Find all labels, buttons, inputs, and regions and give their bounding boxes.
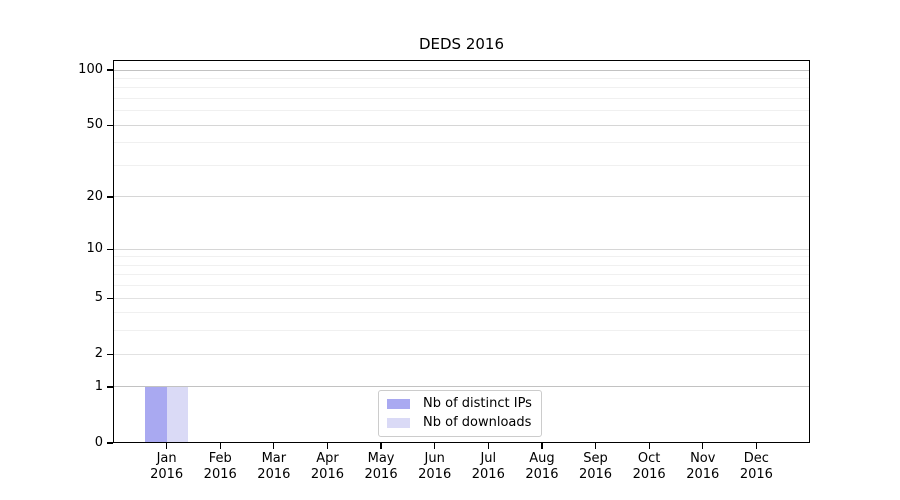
gridline-minor — [113, 164, 810, 166]
gridline-major — [113, 248, 810, 250]
legend-label-downloads: Nb of downloads — [423, 415, 532, 430]
y-tick-label: 0 — [94, 435, 103, 450]
gridline-major — [113, 124, 810, 126]
gridline-major — [113, 297, 810, 299]
y-tick-label: 1 — [94, 378, 103, 394]
legend-item-distinct-ips: Nb of distinct IPs — [387, 397, 532, 411]
chart-title: DEDS 2016 — [418, 35, 505, 53]
y-tick-label: 5 — [94, 290, 103, 306]
bar-distinct-ips — [145, 386, 167, 443]
x-tick-mark — [434, 443, 436, 449]
legend-swatch-distinct-ips — [387, 399, 410, 409]
x-tick-label: Sep 2016 — [578, 451, 613, 482]
y-tick-label: 20 — [86, 188, 103, 204]
legend-label-distinct-ips: Nb of distinct IPs — [423, 396, 532, 411]
y-tick-mark — [107, 248, 113, 250]
x-tick-label: Jun 2016 — [418, 451, 452, 482]
y-tick-label: 10 — [86, 241, 103, 257]
x-tick-mark — [648, 443, 650, 449]
x-tick-label: Nov 2016 — [686, 451, 720, 482]
y-tick-mark — [107, 353, 113, 355]
y-tick-label: 2 — [94, 346, 103, 362]
gridline-major — [113, 69, 810, 71]
x-tick-label: May 2016 — [364, 451, 398, 482]
x-tick-mark — [273, 443, 275, 449]
gridline-minor — [113, 312, 810, 314]
x-tick-mark — [541, 443, 543, 449]
legend-swatch-downloads — [387, 418, 410, 428]
bar-downloads — [166, 386, 189, 443]
gridline-minor — [113, 77, 810, 79]
legend: Nb of distinct IPs Nb of downloads — [378, 390, 542, 437]
legend-item-downloads: Nb of downloads — [387, 416, 532, 430]
gridline-major — [113, 353, 810, 355]
x-tick-label: Feb 2016 — [203, 451, 237, 482]
gridline-minor — [113, 87, 810, 89]
x-tick-mark — [380, 443, 382, 449]
y-tick-mark — [107, 386, 113, 388]
x-tick-mark — [755, 443, 758, 449]
gridline-minor — [113, 264, 810, 266]
x-tick-label: Dec 2016 — [739, 451, 773, 482]
x-tick-label: Jan 2016 — [150, 451, 184, 482]
y-tick-mark — [107, 297, 113, 299]
y-tick-label: 100 — [78, 62, 103, 77]
x-tick-mark — [594, 443, 597, 449]
gridline-minor — [113, 142, 810, 144]
y-tick-label: 50 — [86, 117, 103, 133]
y-tick-mark — [107, 69, 113, 71]
gridline-minor — [113, 285, 810, 287]
plot-border — [113, 60, 810, 443]
gridline-minor — [113, 274, 810, 276]
x-tick-label: Oct 2016 — [632, 451, 666, 482]
x-tick-mark — [487, 443, 489, 449]
y-tick-mark — [107, 442, 113, 444]
x-tick-label: Aug 2016 — [525, 451, 559, 482]
gridline-minor — [113, 256, 810, 258]
x-tick-mark — [165, 443, 168, 449]
x-tick-mark — [219, 443, 221, 449]
x-tick-label: Apr 2016 — [310, 451, 344, 482]
gridline-major — [113, 196, 810, 198]
x-tick-mark — [326, 443, 329, 449]
y-tick-mark — [107, 196, 113, 198]
gridline-major — [113, 386, 810, 388]
gridline-minor — [113, 110, 810, 112]
gridline-minor — [113, 330, 810, 332]
x-tick-label: Mar 2016 — [257, 451, 291, 482]
gridline-minor — [113, 97, 810, 99]
y-tick-mark — [107, 124, 113, 126]
x-tick-mark — [702, 443, 704, 449]
x-tick-label: Jul 2016 — [471, 451, 505, 482]
